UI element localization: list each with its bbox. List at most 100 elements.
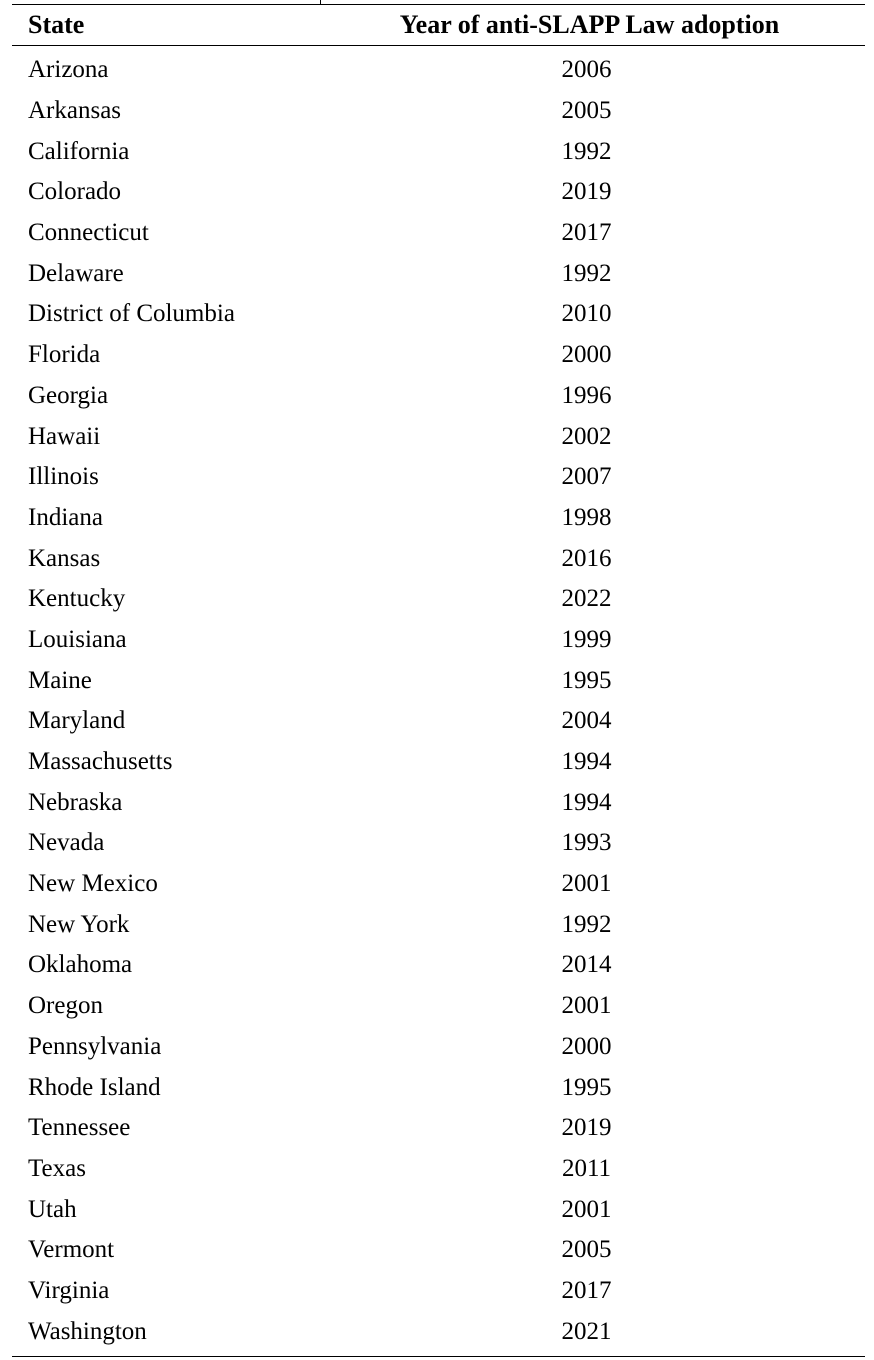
year-cell: 2017	[561, 1276, 612, 1304]
table-row: New Mexico 2001	[12, 864, 865, 905]
year-cell: 1999	[561, 625, 612, 653]
year-cell: 2017	[561, 219, 612, 247]
table-row: Nebraska 1994	[12, 782, 865, 823]
year-cell: 2010	[561, 300, 612, 328]
state-cell: Texas	[28, 1154, 86, 1182]
table-row: Connecticut 2017	[12, 213, 865, 254]
table-row: Indiana 1998	[12, 498, 865, 539]
anti-slapp-table: State Year of anti-SLAPP Law adoption Ar…	[12, 0, 865, 1357]
state-cell: Arkansas	[28, 97, 122, 125]
state-cell: Oklahoma	[28, 951, 133, 979]
state-cell: California	[28, 137, 130, 165]
state-cell: Delaware	[28, 259, 124, 287]
year-cell: 2014	[561, 951, 612, 979]
year-cell: 2006	[561, 56, 612, 84]
year-cell: 1995	[561, 666, 612, 694]
state-cell: Oregon	[28, 992, 103, 1020]
table-row: Nevada 1993	[12, 823, 865, 864]
table-row: Rhode Island 1995	[12, 1067, 865, 1108]
state-cell: Maine	[28, 666, 92, 694]
state-cell: Kentucky	[28, 585, 126, 613]
state-cell: Louisiana	[28, 625, 127, 653]
state-cell: Kansas	[28, 544, 101, 572]
year-cell: 1992	[561, 259, 612, 287]
state-cell: Nevada	[28, 829, 105, 857]
state-cell: New York	[28, 910, 130, 938]
table-body: Arizona 2006 Arkansas 2005 California 1992 Col…	[12, 46, 865, 1356]
column-divider-tick	[320, 0, 321, 4]
table-row: Delaware 1992	[12, 253, 865, 294]
table-row: Utah 2001	[12, 1189, 865, 1230]
table-row: Kentucky 2022	[12, 579, 865, 620]
table-row: Oregon 2001	[12, 986, 865, 1027]
table-header-row: State Year of anti-SLAPP Law adoption	[12, 5, 865, 45]
table-row: Arizona 2006	[12, 50, 865, 91]
table-row: Maryland 2004	[12, 701, 865, 742]
state-cell: New Mexico	[28, 870, 158, 898]
state-cell: Georgia	[28, 381, 109, 409]
table-row: District of Columbia 2010	[12, 294, 865, 335]
table-bottom-rule	[12, 1356, 865, 1357]
table-row: Tennessee 2019	[12, 1108, 865, 1149]
table-row: California 1992	[12, 131, 865, 172]
year-cell: 1994	[561, 748, 612, 776]
table-row: Oklahoma 2014	[12, 945, 865, 986]
state-cell: Utah	[28, 1195, 77, 1223]
table-row: Virginia 2017	[12, 1271, 865, 1312]
table-row: Vermont 2005	[12, 1230, 865, 1271]
year-cell: 2019	[561, 178, 612, 206]
state-cell: Virginia	[28, 1276, 110, 1304]
table-row: Louisiana 1999	[12, 620, 865, 661]
table-row: Kansas 2016	[12, 538, 865, 579]
header-state: State	[28, 10, 85, 39]
state-cell: Illinois	[28, 463, 99, 491]
year-cell: 2000	[561, 1032, 612, 1060]
year-cell: 1993	[561, 829, 612, 857]
table-row: Texas 2011	[12, 1149, 865, 1190]
year-cell: 2000	[561, 341, 612, 369]
year-cell: 2022	[561, 585, 612, 613]
year-cell: 1996	[561, 381, 612, 409]
state-cell: Connecticut	[28, 219, 149, 247]
year-cell: 1992	[561, 137, 612, 165]
state-cell: Florida	[28, 341, 101, 369]
year-cell: 2005	[561, 1236, 612, 1264]
table-row: Massachusetts 1994	[12, 742, 865, 783]
year-cell: 2016	[561, 544, 612, 572]
state-cell: Maryland	[28, 707, 126, 735]
year-cell: 2005	[561, 97, 612, 125]
table-row: New York 1992	[12, 904, 865, 945]
state-cell: Rhode Island	[28, 1073, 161, 1101]
year-cell: 2011	[561, 1154, 612, 1182]
state-cell: Pennsylvania	[28, 1032, 162, 1060]
state-cell: Massachusetts	[28, 748, 173, 776]
state-cell: District of Columbia	[28, 300, 235, 328]
state-cell: Vermont	[28, 1236, 115, 1264]
year-cell: 2001	[561, 870, 612, 898]
state-cell: Nebraska	[28, 788, 123, 816]
state-cell: Indiana	[28, 503, 103, 531]
table-row: Hawaii 2002	[12, 416, 865, 457]
table-row: Georgia 1996	[12, 376, 865, 417]
table-row: Arkansas 2005	[12, 91, 865, 132]
year-cell: 1995	[561, 1073, 612, 1101]
year-cell: 2021	[561, 1317, 612, 1345]
header-year: Year of anti-SLAPP Law adoption	[399, 10, 780, 39]
table-row: Maine 1995	[12, 660, 865, 701]
state-cell: Colorado	[28, 178, 122, 206]
year-cell: 1992	[561, 910, 612, 938]
year-cell: 2019	[561, 1114, 612, 1142]
year-cell: 2001	[561, 992, 612, 1020]
year-cell: 2007	[561, 463, 612, 491]
table-row: Washington 2021	[12, 1311, 865, 1352]
year-cell: 1994	[561, 788, 612, 816]
year-cell: 2002	[561, 422, 612, 450]
state-cell: Hawaii	[28, 422, 101, 450]
table-row: Illinois 2007	[12, 457, 865, 498]
state-cell: Tennessee	[28, 1114, 131, 1142]
table-row: Colorado 2019	[12, 172, 865, 213]
state-cell: Arizona	[28, 56, 109, 84]
year-cell: 2004	[561, 707, 612, 735]
table-row: Florida 2000	[12, 335, 865, 376]
year-cell: 2001	[561, 1195, 612, 1223]
